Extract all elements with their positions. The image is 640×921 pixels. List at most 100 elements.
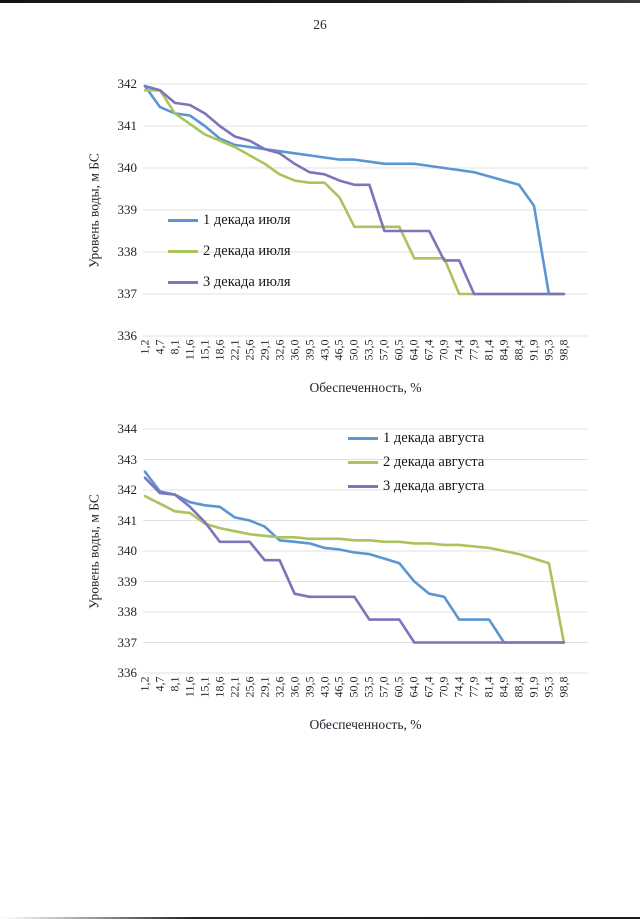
legend: 1 декада июля 2 декада июля 3 декада июля xyxy=(168,212,291,305)
legend-label: 1 декада июля xyxy=(203,212,291,228)
x-tick-label: 4,7 xyxy=(152,339,167,355)
legend-label: 3 декада июля xyxy=(203,274,291,290)
x-tick-label: 77,9 xyxy=(466,676,481,698)
y-tick-label: 336 xyxy=(117,665,138,680)
y-tick-label: 341 xyxy=(117,118,138,133)
x-tick-label: 46,5 xyxy=(331,676,346,698)
x-tick-label: 22,1 xyxy=(227,339,242,361)
series-line-1 xyxy=(143,470,566,644)
x-tick-label: 57,0 xyxy=(376,339,391,361)
legend-line-swatch xyxy=(348,460,378,465)
x-axis-title: Обеспеченность, % xyxy=(309,380,422,395)
legend-label: 2 декада августа xyxy=(383,454,485,470)
y-tick-label: 340 xyxy=(117,160,138,175)
x-tick-label: 25,6 xyxy=(242,339,257,361)
page-top-rule xyxy=(0,0,640,3)
y-tick-label: 342 xyxy=(117,76,138,91)
x-tick-label: 74,4 xyxy=(451,339,466,361)
x-tick-label: 64,0 xyxy=(406,339,421,361)
x-tick-label: 22,1 xyxy=(227,676,242,698)
x-tick-label: 64,0 xyxy=(406,676,421,698)
legend-item: 2 декада июля xyxy=(168,243,291,260)
x-tick-label: 25,6 xyxy=(242,676,257,698)
y-tick-label: 339 xyxy=(117,573,138,589)
chart-july: Уровень воды, м БС Обеспеченность, % 1 д… xyxy=(75,70,615,410)
x-tick-label: 91,9 xyxy=(526,339,541,361)
y-tick-label: 337 xyxy=(117,286,138,301)
legend-line-swatch xyxy=(348,436,378,441)
legend-item: 2 декада августа xyxy=(348,454,484,471)
x-tick-label: 8,1 xyxy=(167,339,182,355)
page-bottom-rule xyxy=(0,917,640,919)
x-tick-label: 15,1 xyxy=(197,676,212,698)
y-tick-label: 338 xyxy=(117,244,138,259)
x-tick-label: 91,9 xyxy=(526,676,541,698)
x-tick-label: 88,4 xyxy=(511,339,526,361)
x-tick-label: 84,9 xyxy=(496,676,511,698)
x-tick-label: 1,2 xyxy=(137,676,152,692)
x-tick-label: 11,6 xyxy=(182,339,197,361)
y-tick-label: 337 xyxy=(117,634,138,650)
legend-item: 3 декада июля xyxy=(168,274,291,291)
plot-area xyxy=(143,83,588,337)
x-tick-label: 70,9 xyxy=(436,339,451,361)
x-tick-label: 67,4 xyxy=(421,339,436,361)
legend-line-swatch xyxy=(348,484,378,489)
x-tick-label: 29,1 xyxy=(257,339,272,361)
x-tick-label: 39,5 xyxy=(302,339,317,361)
x-tick-label: 15,1 xyxy=(197,339,212,361)
chart-august: Уровень воды, м БС Обеспеченность, % 1 д… xyxy=(75,415,615,745)
x-tick-label: 53,5 xyxy=(361,676,376,698)
x-tick-label: 60,5 xyxy=(391,339,406,361)
y-tick-label: 343 xyxy=(117,451,138,467)
x-tick-label: 60,5 xyxy=(391,676,406,698)
plot-area xyxy=(143,428,588,674)
x-tick-label: 57,0 xyxy=(376,676,391,698)
x-tick-label: 18,6 xyxy=(212,676,227,698)
x-tick-label: 95,3 xyxy=(541,339,556,361)
series-line-3 xyxy=(143,476,566,644)
x-tick-label: 32,6 xyxy=(272,676,287,698)
x-tick-label: 36,0 xyxy=(287,676,302,698)
page-number: 26 xyxy=(313,17,327,32)
x-tick-label: 81,4 xyxy=(481,339,496,361)
legend-label: 3 декада августа xyxy=(383,478,485,494)
x-tick-label: 67,4 xyxy=(421,676,436,698)
legend: 1 декада августа 2 декада августа 3 декада… xyxy=(348,430,484,502)
x-tick-label: 53,5 xyxy=(361,339,376,361)
legend-item: 3 декада августа xyxy=(348,478,484,495)
legend-item: 1 декада августа xyxy=(348,430,484,447)
y-tick-label: 341 xyxy=(117,512,138,528)
x-tick-label: 50,0 xyxy=(346,676,361,698)
y-tick-label: 339 xyxy=(117,202,138,217)
x-tick-label: 84,9 xyxy=(496,339,511,361)
x-tick-label: 4,7 xyxy=(152,676,167,692)
x-tick-label: 81,4 xyxy=(481,676,496,698)
y-tick-label: 340 xyxy=(117,543,138,558)
x-tick-label: 11,6 xyxy=(182,676,197,698)
series-line-3 xyxy=(143,84,566,296)
x-tick-label: 43,0 xyxy=(317,676,332,698)
x-tick-label: 77,9 xyxy=(466,339,481,361)
legend-label: 2 декада июля xyxy=(203,243,291,259)
y-tick-label: 342 xyxy=(117,482,138,497)
x-tick-label: 1,2 xyxy=(137,339,152,355)
x-tick-label: 8,1 xyxy=(167,676,182,692)
legend-line-swatch xyxy=(168,249,198,254)
y-tick-label: 338 xyxy=(117,604,138,619)
x-tick-label: 70,9 xyxy=(436,676,451,698)
x-tick-label: 29,1 xyxy=(257,676,272,698)
x-tick-label: 88,4 xyxy=(511,676,526,698)
x-tick-label: 18,6 xyxy=(212,339,227,361)
legend-item: 1 декада июля xyxy=(168,212,291,229)
x-tick-label: 43,0 xyxy=(317,339,332,361)
legend-label: 1 декада августа xyxy=(383,430,485,446)
x-tick-label: 95,3 xyxy=(541,676,556,698)
x-tick-label: 46,5 xyxy=(331,339,346,361)
x-tick-label: 98,8 xyxy=(556,676,571,698)
x-tick-label: 32,6 xyxy=(272,339,287,361)
series-line-2 xyxy=(143,494,566,644)
legend-line-swatch xyxy=(168,280,198,285)
x-tick-label: 39,5 xyxy=(302,676,317,698)
